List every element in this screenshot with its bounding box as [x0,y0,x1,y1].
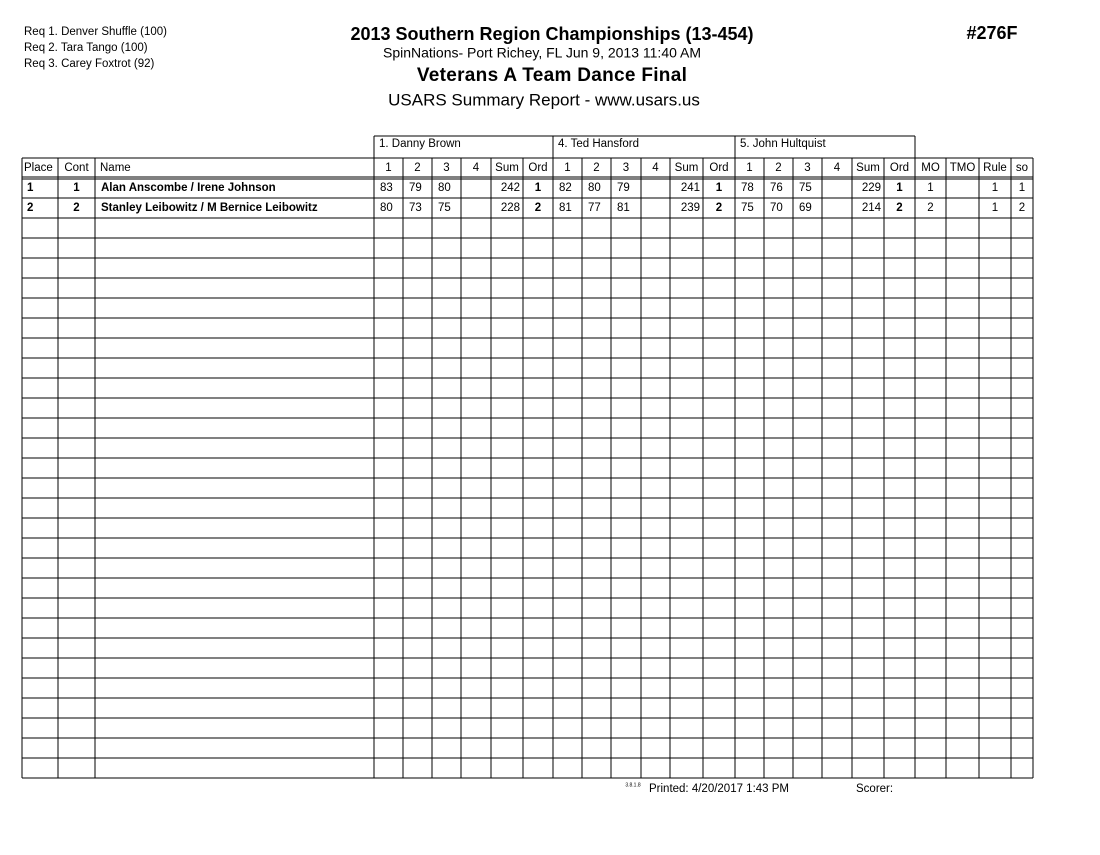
requirement: Req 2. Tara Tango (100) [24,42,148,54]
column-header: 4 [473,162,480,174]
sum: 214 [862,202,882,214]
so: 2 [1019,202,1025,214]
score: 78 [741,182,754,194]
event-number: #276F [966,23,1017,43]
score: 75 [799,182,812,194]
column-header: 4 [652,162,659,174]
rule: 1 [992,202,998,214]
column-header: 3 [443,162,449,174]
judge-name: 1. Danny Brown [379,138,461,150]
ordinal: 1 [896,182,903,194]
column-header: Ord [890,162,909,174]
ordinal: 1 [716,182,723,194]
column-header: Sum [856,162,880,174]
column-header: Sum [495,162,519,174]
report-name: USARS Summary Report - www.usars.us [388,90,700,109]
score: 77 [588,202,601,214]
cont: 2 [73,202,79,214]
column-header: so [1016,162,1028,174]
column-header: 3 [804,162,810,174]
name: Alan Anscombe / Irene Johnson [101,182,276,194]
column-header: 3 [623,162,629,174]
cont: 1 [73,182,80,194]
score: 82 [559,182,572,194]
column-header: Cont [64,162,89,174]
so: 1 [1019,182,1025,194]
column-header: 2 [414,162,420,174]
sum: 241 [681,182,700,194]
column-header: Rule [983,162,1007,174]
event: Veterans A Team Dance Final [417,65,687,86]
rule: 1 [992,182,998,194]
score: 69 [799,202,812,214]
sum: 228 [501,202,520,214]
score: 80 [438,182,451,194]
printed: Printed: 4/20/2017 1:43 PM [649,783,789,795]
sum: 239 [681,202,700,214]
mo: 2 [927,202,933,214]
score: 83 [380,182,393,194]
column-header: Ord [709,162,728,174]
column-header: TMO [950,162,976,174]
requirement: Req 1. Denver Shuffle (100) [24,26,167,38]
column-header: 2 [775,162,781,174]
score: 79 [409,182,422,194]
column-header: Place [24,162,53,174]
judge-name: 4. Ted Hansford [558,138,639,150]
score: 81 [617,202,630,214]
score: 76 [770,182,783,194]
mo: 1 [927,182,933,194]
score: 73 [409,202,422,214]
column-header: Sum [675,162,699,174]
score: 75 [438,202,451,214]
ordinal: 2 [896,202,902,214]
column-header: 1 [746,162,752,174]
sum: 229 [862,182,881,194]
column-header: 1 [385,162,391,174]
version: 3.8.1.8 [625,782,641,788]
score: 75 [741,202,754,214]
ordinal: 2 [535,202,541,214]
score: 81 [559,202,572,214]
location: SpinNations- Port Richey, FL Jun 9, 2013… [383,45,701,61]
column-header: Name [100,162,131,174]
score: 80 [380,202,393,214]
column-header: 4 [834,162,841,174]
column-header: MO [921,162,940,174]
place: 2 [27,202,33,214]
score: 80 [588,182,601,194]
scorer: Scorer: [856,783,893,795]
score: 70 [770,202,783,214]
judge-name: 5. John Hultquist [740,138,826,150]
column-header: 1 [564,162,570,174]
sum: 242 [501,182,520,194]
ordinal: 1 [535,182,542,194]
name: Stanley Leibowitz / M Bernice Leibowitz [101,202,318,214]
ordinal: 2 [716,202,722,214]
place: 1 [27,182,34,194]
requirement: Req 3. Carey Foxtrot (92) [24,58,155,70]
title: 2013 Southern Region Championships (13-4… [350,24,753,44]
score: 79 [617,182,630,194]
column-header: 2 [593,162,599,174]
column-header: Ord [528,162,547,174]
